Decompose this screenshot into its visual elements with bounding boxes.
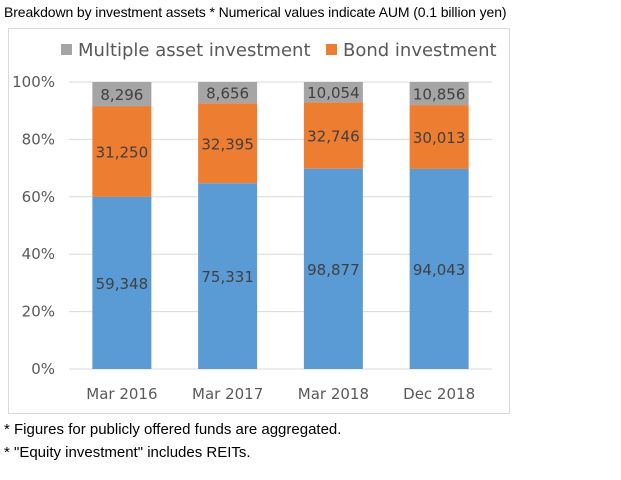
data-label: 10,054: [307, 84, 360, 102]
y-tick-label: 80%: [22, 130, 55, 148]
data-label: 94,043: [413, 261, 466, 279]
bar-segment-multiple: [303, 82, 363, 103]
bar-segment-equity: [409, 168, 469, 369]
data-label: 31,250: [96, 143, 149, 161]
data-label: 10,856: [413, 86, 466, 104]
x-tick-label: Dec 2018: [403, 385, 475, 403]
footnote-1: * Figures for publicly offered funds are…: [4, 421, 342, 438]
bar-segment-bond: [303, 102, 363, 169]
data-label: 8,656: [206, 85, 249, 103]
bar-segment-bond: [198, 103, 258, 184]
bar-segment-multiple: [92, 82, 152, 107]
data-label: 59,348: [96, 275, 149, 293]
bar-segment-equity: [92, 196, 152, 369]
footnote-2: * "Equity investment" includes REITs.: [4, 444, 251, 461]
legend-label: Bond investment: [343, 40, 497, 61]
data-label: 32,395: [201, 135, 254, 153]
bar-segment-bond: [409, 105, 469, 169]
x-tick-label: Mar 2018: [298, 385, 369, 403]
legend-swatch: [61, 44, 72, 55]
data-label: 75,331: [201, 268, 254, 286]
y-tick-label: 100%: [12, 73, 55, 91]
x-axis-labels: Mar 2016 Mar 2017 Mar 2018 Dec 2018: [86, 385, 475, 403]
bar-segment-multiple: [409, 82, 469, 106]
data-label: 8,296: [100, 86, 143, 104]
bar-segment-equity: [303, 168, 363, 369]
x-tick-label: Mar 2017: [192, 385, 263, 403]
data-label: 30,013: [413, 129, 466, 147]
x-tick-label: Mar 2016: [86, 385, 157, 403]
chart-caption: Breakdown by investment assets * Numeric…: [4, 4, 507, 20]
y-tick-label: 0%: [31, 360, 55, 378]
bar-segment-bond: [92, 106, 152, 197]
data-label: 98,877: [307, 261, 360, 279]
bar-segment-equity: [198, 183, 258, 369]
legend-label: Multiple asset investment: [78, 40, 311, 61]
y-tick-label: 40%: [22, 245, 55, 263]
y-tick-label: 60%: [22, 188, 55, 206]
y-axis-ticks: 0% 20% 40% 60% 80% 100%: [12, 73, 55, 378]
y-tick-label: 20%: [22, 303, 55, 321]
data-label: 32,746: [307, 128, 360, 146]
bar-segment-multiple: [198, 82, 258, 104]
legend: Multiple asset investment Bond investment: [61, 40, 497, 61]
bars: 59,348 31,250 8,296 75,331 32,395 8,656 98,877…: [92, 82, 469, 369]
legend-swatch: [326, 44, 337, 55]
